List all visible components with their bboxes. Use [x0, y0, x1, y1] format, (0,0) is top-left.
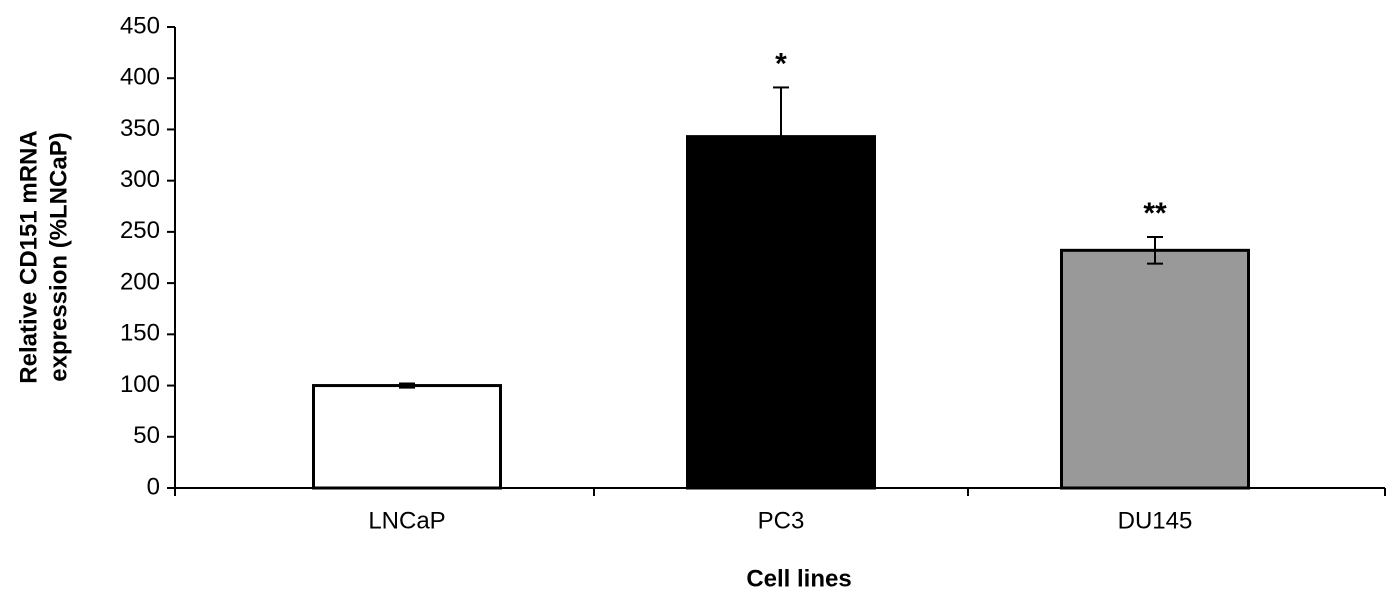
y-tick-label: 450	[120, 12, 160, 39]
y-tick-label: 400	[120, 64, 160, 91]
x-tick-label: PC3	[758, 507, 805, 534]
bar	[1060, 248, 1250, 490]
bar	[312, 384, 502, 490]
error-bar	[399, 382, 415, 389]
bar	[686, 135, 876, 490]
significance-mark: **	[1143, 197, 1167, 230]
x-axis-label: Cell lines	[746, 565, 851, 592]
y-tick-label: 50	[133, 422, 160, 449]
y-tick-label: 100	[120, 371, 160, 398]
y-axis-label: expression (%LNCaP)	[45, 132, 72, 381]
x-tick-label: LNCaP	[368, 507, 445, 534]
error-bar	[1147, 236, 1163, 265]
error-bar	[773, 86, 789, 187]
y-tick-label: 200	[120, 268, 160, 295]
significance-mark: *	[775, 47, 787, 80]
y-tick-label: 350	[120, 115, 160, 142]
y-tick-label: 250	[120, 217, 160, 244]
y-tick-label: 0	[147, 473, 160, 500]
x-tick-label: DU145	[1118, 507, 1193, 534]
y-tick-label: 300	[120, 166, 160, 193]
y-axis-label: Relative CD151 mRNA	[15, 130, 42, 383]
y-tick-label: 150	[120, 320, 160, 347]
